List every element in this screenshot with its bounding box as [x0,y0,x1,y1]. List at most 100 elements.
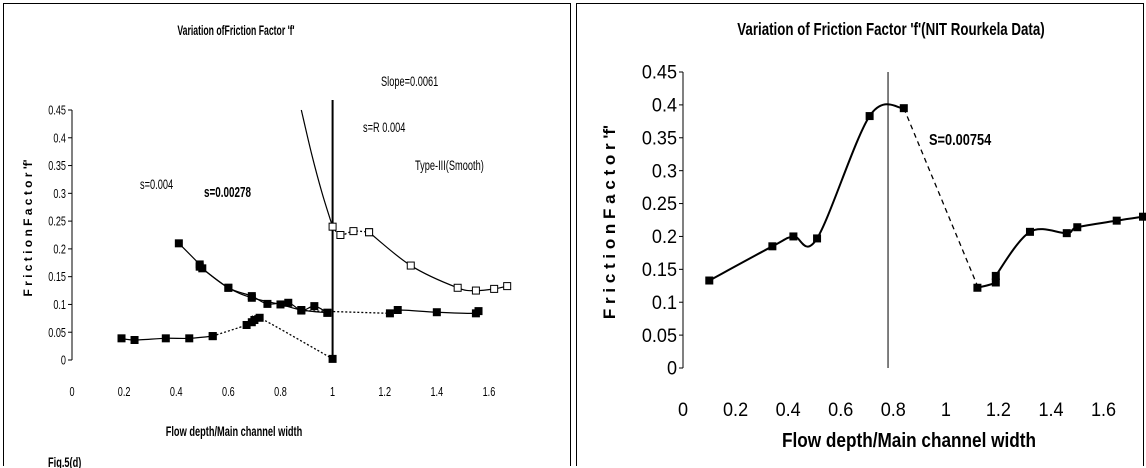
data-point [323,308,332,317]
x-tick-label: 1 [330,386,335,400]
y-axis-label: F r i c t i o n F a c t o r 'f' [600,125,619,319]
data-point [474,307,483,316]
y-tick-label: 0.2 [53,243,66,257]
x-tick-label: 0.8 [881,399,906,421]
x-axis-label: Flow depth/Main channel width [782,429,1036,452]
x-tick-label: 1.2 [378,386,391,400]
data-point [768,242,777,251]
y-tick-label: 0.05 [642,324,677,346]
data-point [393,306,402,314]
data-point [328,222,337,231]
data-point [208,332,217,341]
data-point [336,231,345,239]
data-point [1025,227,1034,236]
y-tick-label: 0.25 [48,215,66,229]
data-point [1112,216,1121,225]
data-point [224,283,233,292]
data-point [161,334,170,343]
x-tick-label: 0 [678,399,688,421]
data-point [1139,212,1146,221]
x-tick-label: 1.4 [430,386,443,400]
x-tick-label: 0.6 [222,386,235,400]
data-point [284,298,293,307]
x-tick-label: 1.2 [986,399,1011,421]
y-tick-label: 0.3 [652,160,677,182]
series-line [332,226,370,236]
y-tick-label: 0.4 [53,132,66,146]
series-line [301,309,390,314]
series-line [212,314,333,360]
y-tick-label: 0.4 [652,94,677,116]
y-axis-label: F r i c t i o n F a c t o r 'f' [21,159,35,296]
x-tick-label: 0.2 [118,386,131,400]
annotation-s-0004: s=0.004 [140,176,173,193]
data-point [991,278,1000,287]
data-point [1062,229,1071,238]
x-tick-label: 1 [941,399,951,421]
chart-title: Variation of Friction Factor 'f'(NIT Rou… [737,20,1044,39]
chart-panel-right: Variation of Friction Factor 'f'(NIT Rou… [576,3,1146,466]
data-point [705,276,714,285]
data-point [130,336,139,344]
y-tick-label: 0.05 [48,326,66,340]
series-line [368,231,508,292]
x-tick-label: 0 [69,386,74,400]
data-point [310,302,319,311]
chart-left: Variation ofFriction Factor 'f' Flow dep… [21,23,512,468]
data-point [297,306,306,314]
figure-label: Fig.5(d) [48,454,81,468]
series-line [300,109,334,227]
y-tick-label: 0.3 [53,187,66,201]
y-tick-label: 0.45 [642,61,677,83]
x-tick-label: 1.4 [1038,399,1063,421]
annotation-s-000278: s=0.00278 [204,184,251,201]
data-point [503,282,512,291]
data-point [490,284,499,293]
annotation-slope: Slope=0.0061 [381,73,439,90]
data-point [328,354,337,363]
series-line [708,103,905,282]
x-tick-label: 1.6 [483,386,496,400]
data-point [349,227,358,236]
data-point [453,283,462,292]
data-point [789,232,798,241]
data-point [406,261,415,270]
x-tick-label: 0.2 [723,399,748,421]
y-tick-label: 0.35 [642,127,677,149]
data-point [991,271,1000,280]
y-tick-label: 0.15 [642,259,677,281]
data-point [247,293,256,302]
y-tick-label: 0.25 [642,193,677,215]
data-point [185,334,194,343]
data-point [385,309,394,318]
data-point [263,299,272,308]
y-tick-label: 0 [61,354,66,368]
data-point [973,283,982,292]
data-point [432,308,441,317]
data-point [1073,223,1082,232]
x-tick-label: 0.4 [170,386,183,400]
series-line [178,242,328,314]
y-tick-label: 0.2 [652,226,677,248]
data-point [365,228,374,237]
y-tick-label: 0 [667,357,677,379]
chart-title: Variation ofFriction Factor 'f' [177,23,294,39]
data-point [813,234,822,243]
y-tick-label: 0.45 [48,104,66,118]
y-tick-label: 0.15 [48,271,66,285]
annotation-type-iii: Type-III(Smooth) [415,157,484,174]
y-tick-label: 0.35 [48,160,66,174]
data-point [865,112,874,121]
annotation-slope: S=0.00754 [929,132,991,150]
series-line [977,215,1144,289]
chart-right: Variation of Friction Factor 'f'(NIT Rou… [600,20,1146,452]
y-tick-label: 0.1 [652,291,677,313]
data-point [195,262,204,271]
data-point [174,239,183,248]
chart-panel-left: Variation ofFriction Factor 'f' Flow dep… [3,3,571,468]
y-tick-label: 0.1 [53,299,66,313]
x-axis-label: Flow depth/Main channel width [166,423,303,440]
x-tick-label: 1.6 [1091,399,1116,421]
data-point [255,313,264,322]
x-tick-label: 0.4 [776,399,801,421]
